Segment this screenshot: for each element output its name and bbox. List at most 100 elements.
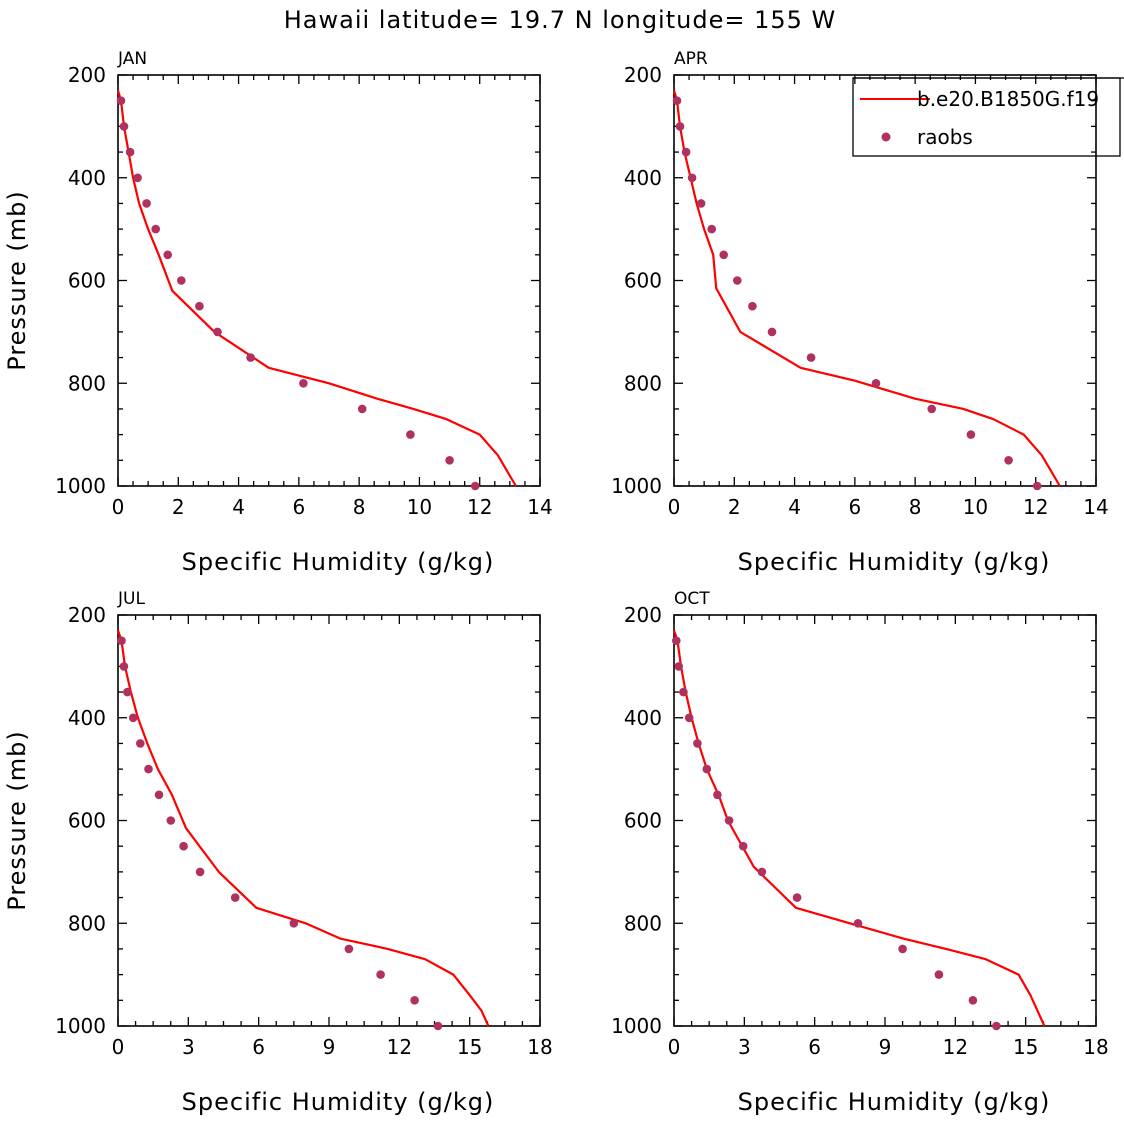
x-tick-label: 9 bbox=[323, 1035, 336, 1059]
x-tick-label: 12 bbox=[467, 495, 492, 519]
plot-frame bbox=[117, 614, 541, 1027]
obs-point bbox=[693, 739, 702, 748]
x-tick-label: 12 bbox=[387, 1035, 412, 1059]
obs-point bbox=[968, 996, 978, 1005]
obs-point bbox=[1032, 481, 1042, 491]
obs-point bbox=[125, 147, 135, 157]
y-tick-label: 1000 bbox=[611, 1014, 662, 1038]
model-series-line bbox=[672, 90, 1061, 487]
y-tick-label: 200 bbox=[624, 603, 662, 627]
x-tick-label: 8 bbox=[909, 495, 922, 519]
obs-point bbox=[806, 353, 816, 362]
x-tick-label: 14 bbox=[1083, 495, 1108, 519]
obs-point bbox=[792, 893, 802, 902]
panel-month-label: JAN bbox=[117, 49, 147, 69]
model-series-line bbox=[116, 630, 490, 1027]
obs-point bbox=[748, 301, 757, 311]
x-tick-label: 4 bbox=[788, 495, 801, 519]
x-tick-label: 10 bbox=[407, 495, 432, 519]
obs-point bbox=[679, 687, 688, 697]
x-tick-label: 3 bbox=[182, 1035, 195, 1059]
x-tick-label: 2 bbox=[728, 495, 741, 519]
obs-point bbox=[376, 970, 385, 979]
obs-point bbox=[133, 173, 142, 183]
x-tick-label: 4 bbox=[232, 495, 245, 519]
obs-point bbox=[713, 790, 722, 800]
x-tick-label: 12 bbox=[943, 1035, 968, 1059]
obs-point bbox=[674, 662, 683, 671]
legend-obs-label: raobs bbox=[917, 125, 973, 149]
x-axis-label: Specific Humidity (g/kg) bbox=[182, 1088, 495, 1116]
y-tick-label: 200 bbox=[68, 603, 106, 627]
obs-point bbox=[410, 996, 419, 1005]
y-tick-label: 400 bbox=[624, 706, 662, 730]
obs-point bbox=[142, 199, 151, 208]
obs-point bbox=[767, 327, 777, 337]
y-tick-label: 400 bbox=[68, 706, 106, 730]
x-tick-label: 10 bbox=[963, 495, 988, 519]
x-tick-label: 6 bbox=[848, 495, 861, 519]
y-axis-label: Pressure (mb) bbox=[3, 730, 31, 910]
obs-point bbox=[344, 944, 354, 954]
obs-point bbox=[213, 327, 222, 337]
obs-point bbox=[166, 816, 176, 825]
obs-point bbox=[151, 224, 160, 234]
obs-point bbox=[687, 173, 697, 183]
x-tick-label: 18 bbox=[527, 1035, 552, 1059]
x-tick-label: 2 bbox=[172, 495, 185, 519]
obs-point bbox=[871, 379, 881, 388]
obs-point bbox=[230, 893, 240, 902]
model-series-line bbox=[116, 90, 517, 487]
x-axis-label: Specific Humidity (g/kg) bbox=[738, 548, 1051, 576]
y-tick-label: 800 bbox=[624, 371, 662, 395]
obs-point bbox=[144, 764, 153, 774]
obs-point bbox=[289, 919, 299, 928]
obs-point bbox=[927, 404, 936, 414]
obs-point bbox=[357, 404, 367, 414]
panel-month-label: JUL bbox=[117, 589, 145, 609]
y-axis-label: Pressure (mb) bbox=[3, 190, 31, 370]
obs-point bbox=[719, 250, 728, 260]
legend-obs-marker bbox=[881, 132, 891, 142]
x-tick-label: 12 bbox=[1023, 495, 1048, 519]
obs-point bbox=[675, 122, 685, 131]
obs-point bbox=[681, 147, 691, 157]
obs-point bbox=[853, 919, 863, 928]
x-tick-label: 15 bbox=[457, 1035, 482, 1059]
obs-point bbox=[992, 1021, 1001, 1031]
x-axis-label: Specific Humidity (g/kg) bbox=[738, 1088, 1051, 1116]
x-tick-label: 18 bbox=[1083, 1035, 1108, 1059]
x-tick-label: 0 bbox=[112, 1035, 125, 1059]
chart-title: Hawaii latitude= 19.7 N longitude= 155 W bbox=[284, 6, 837, 34]
y-tick-label: 200 bbox=[624, 63, 662, 87]
obs-point bbox=[163, 250, 172, 260]
legend: b.e20.B1850G.f19 raobs bbox=[852, 77, 1124, 157]
y-tick-label: 600 bbox=[624, 269, 662, 293]
x-tick-label: 14 bbox=[527, 495, 552, 519]
obs-point bbox=[117, 636, 126, 645]
obs-point bbox=[1004, 456, 1013, 465]
obs-point bbox=[136, 739, 145, 748]
obs-point bbox=[123, 687, 132, 697]
y-tick-label: 200 bbox=[68, 63, 106, 87]
y-tick-label: 400 bbox=[624, 166, 662, 190]
obs-point bbox=[246, 353, 255, 362]
panel-month-label: APR bbox=[674, 49, 708, 69]
obs-point bbox=[672, 96, 682, 105]
obs-point bbox=[195, 867, 205, 877]
y-tick-label: 800 bbox=[624, 911, 662, 935]
y-tick-label: 1000 bbox=[55, 1014, 106, 1038]
y-tick-label: 600 bbox=[68, 269, 106, 293]
y-tick-label: 400 bbox=[68, 166, 106, 190]
obs-point bbox=[179, 841, 188, 851]
obs-point bbox=[299, 379, 308, 388]
panel-oct: 0 3 6 9 12 15 18 200 400 600 800 1000 OCT Specific Hu… bbox=[611, 589, 1109, 1116]
y-tick-label: 600 bbox=[68, 809, 106, 833]
x-tick-label: 9 bbox=[879, 1035, 892, 1059]
obs-point bbox=[116, 96, 126, 105]
obs-point bbox=[406, 430, 415, 439]
obs-point bbox=[128, 713, 138, 723]
obs-point bbox=[119, 122, 129, 131]
y-tick-label: 600 bbox=[624, 809, 662, 833]
panel-apr: 0 2 4 6 8 10 12 14 200 400 600 800 1000 APR Specific H… bbox=[611, 49, 1109, 576]
